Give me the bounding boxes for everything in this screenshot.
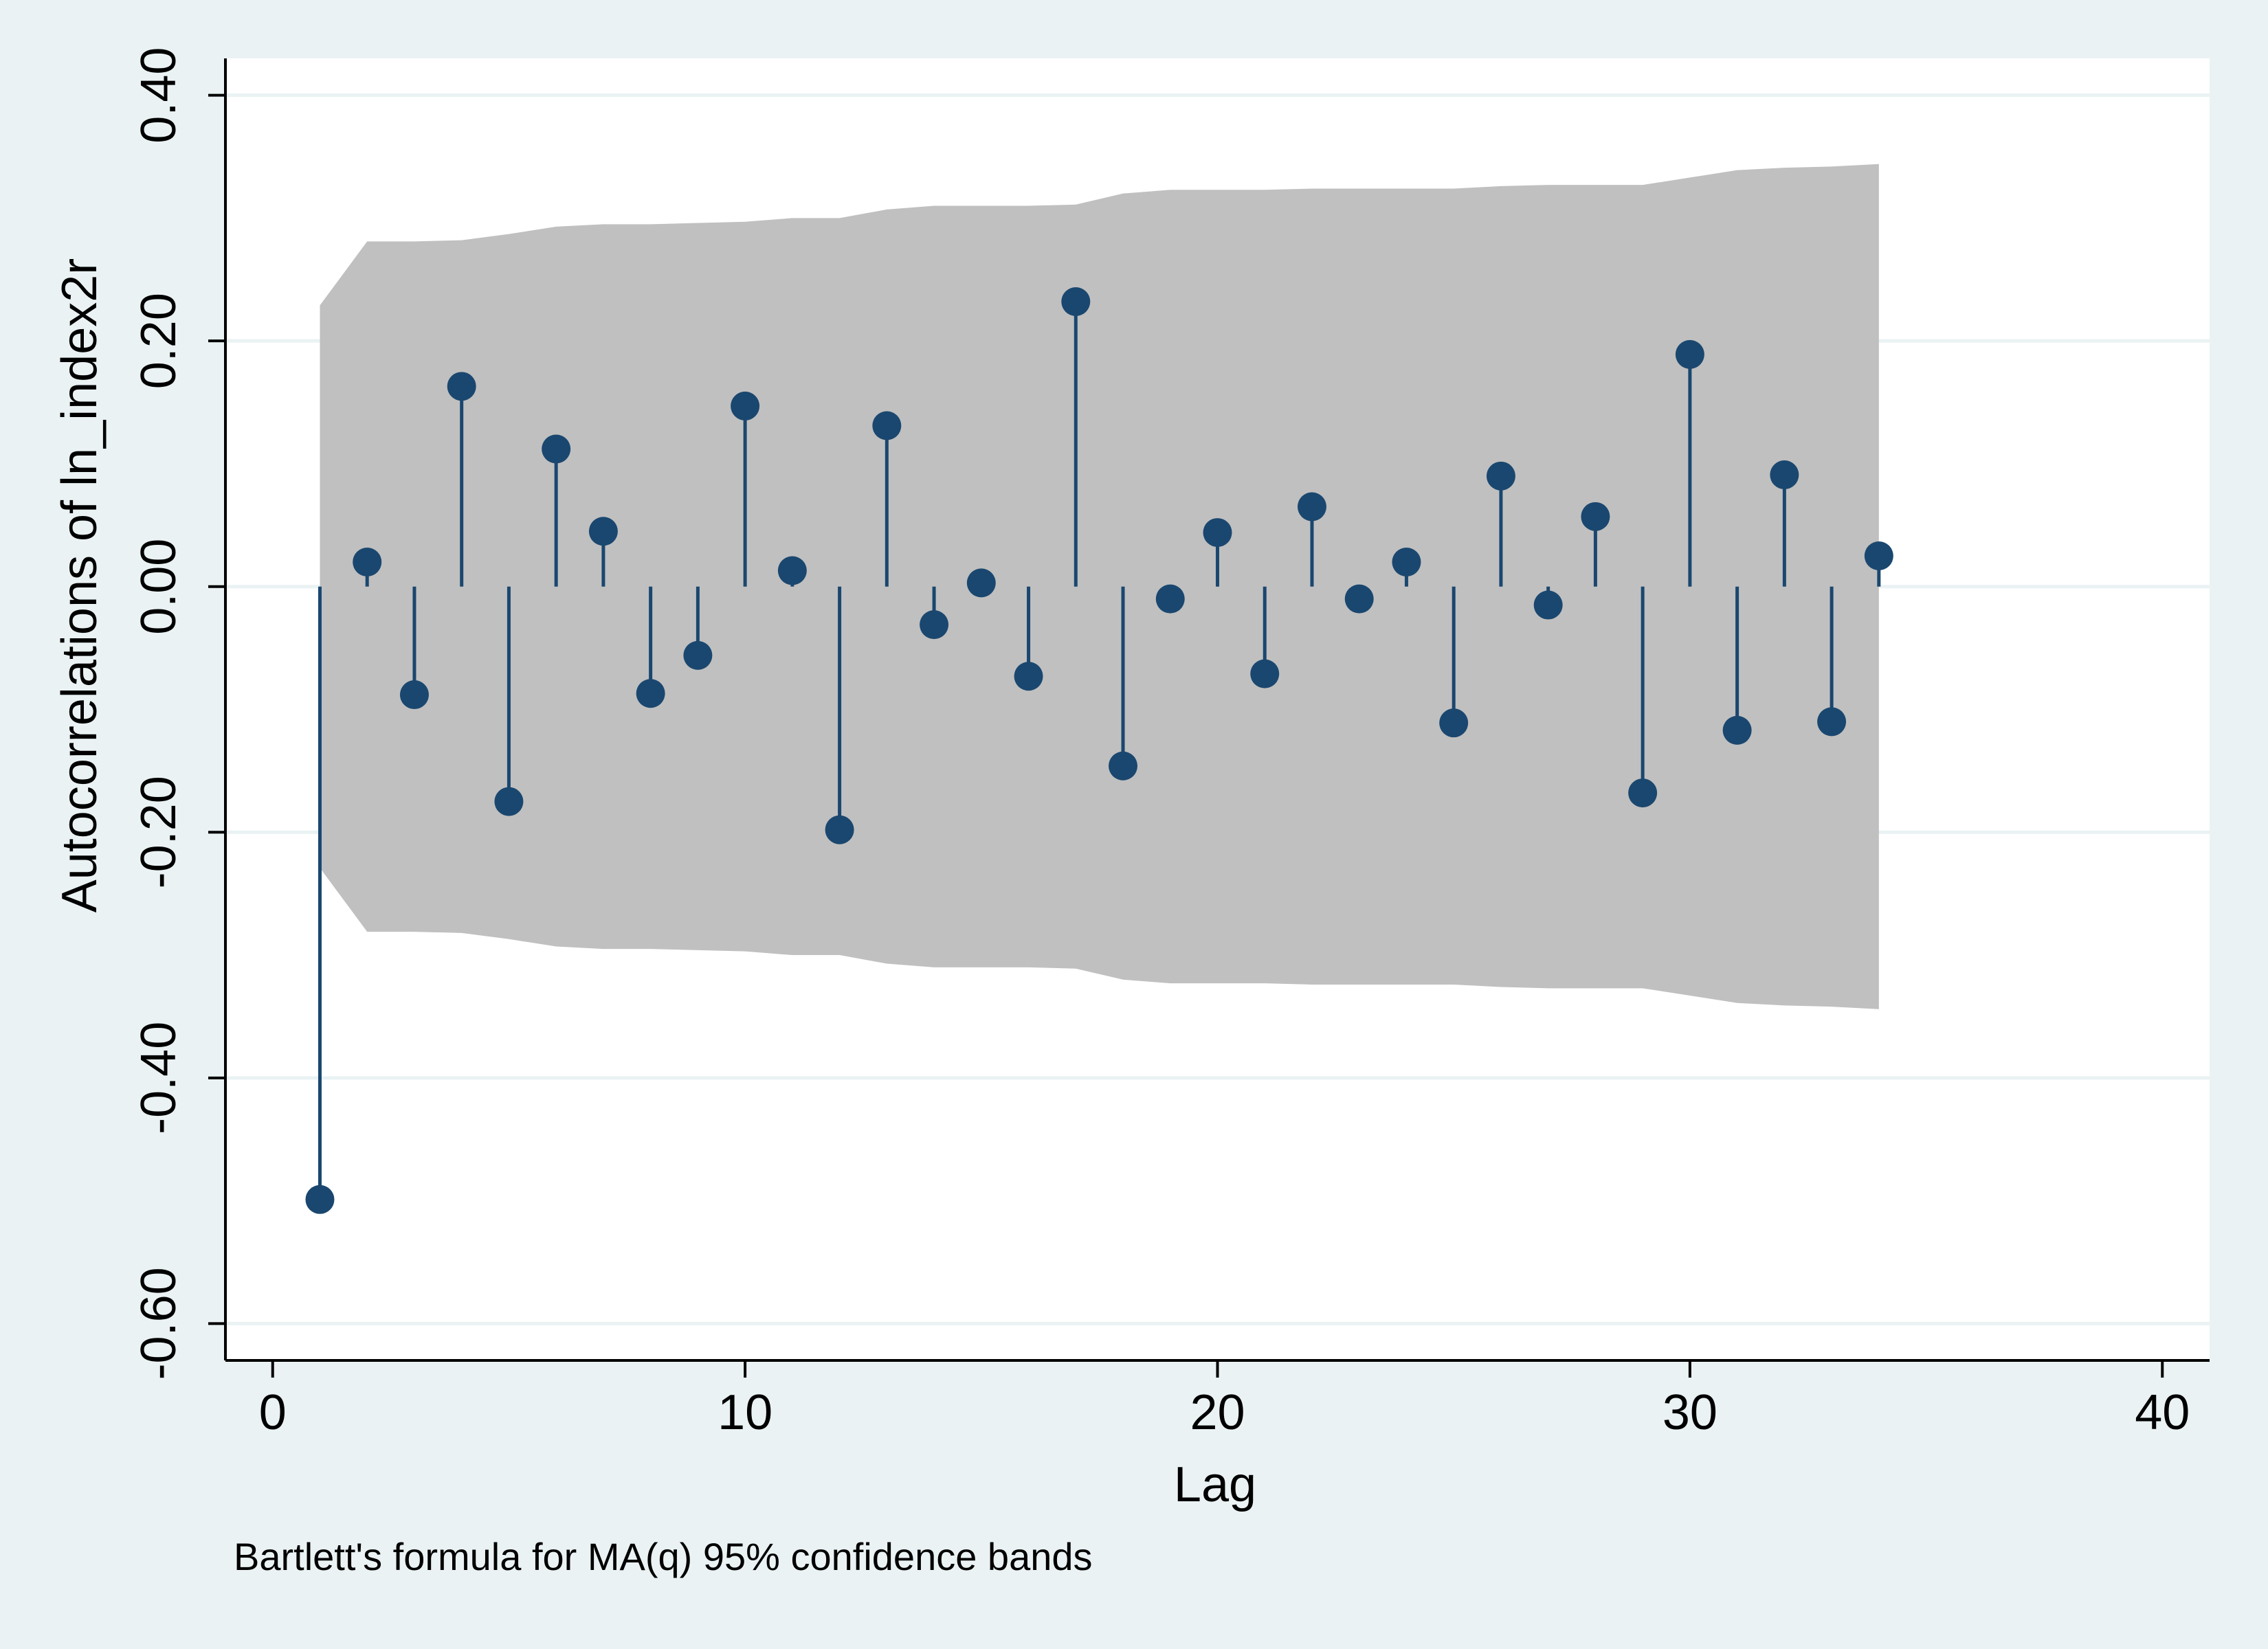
x-tick-label: 0 xyxy=(259,1385,287,1440)
markers xyxy=(305,287,1893,1214)
acf-point xyxy=(966,568,996,598)
x-axis-label: Lag xyxy=(1174,1457,1256,1512)
acf-point xyxy=(872,411,902,440)
confidence-band xyxy=(320,164,1879,1009)
x-tick-label: 40 xyxy=(2135,1385,2190,1440)
acf-point xyxy=(1722,715,1752,745)
acf-point xyxy=(1392,547,1421,576)
acf-point xyxy=(1155,584,1185,614)
acf-point xyxy=(1014,662,1043,691)
y-tick-label: -0.60 xyxy=(131,1267,186,1380)
x-tick-label: 20 xyxy=(1190,1385,1245,1440)
acf-point xyxy=(1770,460,1799,490)
acf-point xyxy=(1203,518,1232,548)
acf-point xyxy=(636,679,665,708)
acf-point xyxy=(1297,492,1326,521)
acf-point xyxy=(447,372,476,401)
acf-point xyxy=(353,547,382,576)
y-tick-label: 0.20 xyxy=(131,293,186,389)
x-tick-label: 10 xyxy=(718,1385,772,1440)
x-axis-ticks: 0 10 20 30 40 xyxy=(259,1360,2190,1440)
acf-point xyxy=(1817,707,1847,737)
acf-point xyxy=(1533,590,1563,620)
acf-point xyxy=(588,517,618,546)
y-axis-ticks: -0.60 -0.40 -0.20 0.00 0.20 0.40 xyxy=(131,47,225,1380)
x-tick-label: 30 xyxy=(1663,1385,1717,1440)
y-tick-label: 0.40 xyxy=(131,47,186,144)
acf-point xyxy=(1581,502,1610,531)
y-tick-label: -0.40 xyxy=(131,1022,186,1134)
acf-point xyxy=(1628,778,1658,808)
acf-point xyxy=(305,1185,335,1214)
acf-point xyxy=(1486,461,1515,491)
acf-point xyxy=(542,434,571,464)
acf-point xyxy=(1864,541,1893,571)
acf-point xyxy=(1439,708,1469,738)
acf-point xyxy=(920,610,949,640)
y-tick-label: -0.20 xyxy=(131,776,186,888)
acf-point xyxy=(494,787,524,816)
acf-point xyxy=(683,640,713,670)
acf-point xyxy=(1250,659,1280,688)
acf-point xyxy=(731,391,760,420)
y-tick-label: 0.00 xyxy=(131,539,186,635)
acf-point xyxy=(1344,584,1374,614)
y-axis-label: Autocorrelations of ln_index2r xyxy=(52,258,107,913)
acf-point xyxy=(399,680,429,710)
acf-point xyxy=(1109,751,1138,781)
chart-note: Bartlett's formula for MA(q) 95% confide… xyxy=(234,1535,1093,1578)
acf-point xyxy=(777,556,807,585)
acf-point xyxy=(1675,339,1704,369)
acf-point xyxy=(1061,287,1091,316)
acf-point xyxy=(825,815,854,844)
